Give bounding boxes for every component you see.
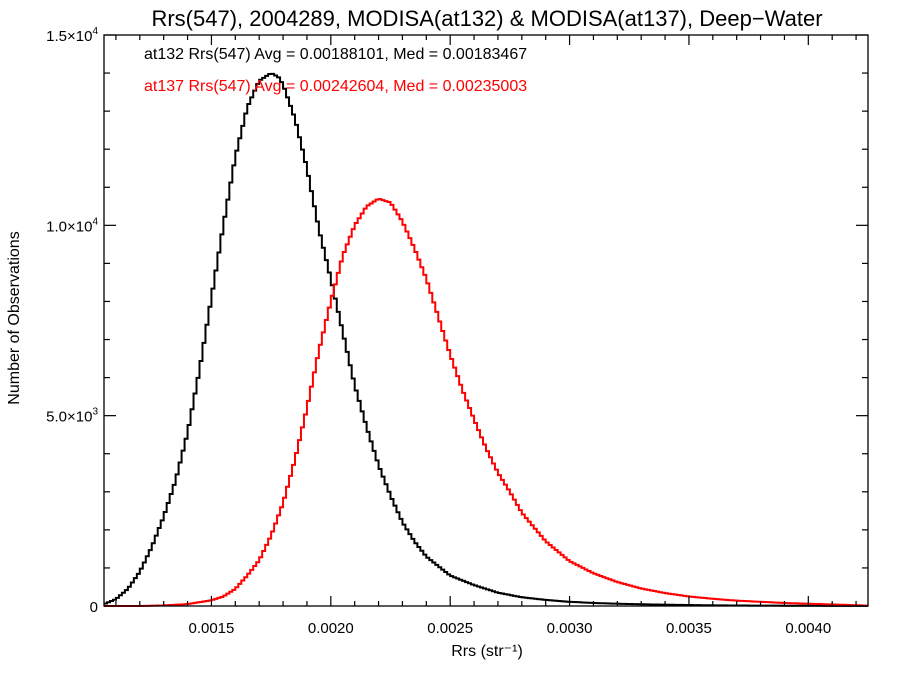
plot-frame bbox=[103, 34, 869, 607]
histogram-series-0 bbox=[104, 72, 868, 607]
y-tick-exponent: 3 bbox=[92, 407, 98, 418]
x-tick-label: 0.0015 bbox=[188, 620, 234, 637]
y-tick-label: 1.5×104 bbox=[46, 26, 98, 45]
x-tick-label: 0.0035 bbox=[666, 620, 712, 637]
y-axis-label: Number of Observations bbox=[6, 231, 23, 404]
stats-annotation-at132: at132 Rrs(547) Avg = 0.00188101, Med = 0… bbox=[144, 46, 527, 63]
y-tick-mantissa: 1.5×10 bbox=[46, 28, 92, 45]
x-tick-label: 0.0020 bbox=[308, 620, 354, 637]
y-tick-exponent: 4 bbox=[92, 216, 98, 227]
y-tick-mantissa: 5.0×10 bbox=[46, 409, 92, 426]
x-tick-label: 0.0030 bbox=[547, 620, 593, 637]
stats-annotation-at137: at137 Rrs(547) Avg = 0.00242604, Med = 0… bbox=[144, 78, 527, 95]
y-tick-mantissa: 0 bbox=[90, 599, 98, 616]
y-tick-label: 0 bbox=[90, 599, 98, 616]
x-tick-label: 0.0040 bbox=[785, 620, 831, 637]
y-tick-label: 1.0×104 bbox=[46, 216, 98, 235]
histogram-series-1 bbox=[104, 198, 868, 607]
chart-title: Rrs(547), 2004289, MODISA(at132) & MODIS… bbox=[151, 6, 822, 31]
y-tick-mantissa: 1.0×10 bbox=[46, 218, 92, 235]
x-axis-label: Rrs (str⁻¹) bbox=[451, 643, 523, 660]
x-tick-label: 0.0025 bbox=[427, 620, 473, 637]
y-tick-label: 5.0×103 bbox=[46, 407, 98, 426]
y-tick-exponent: 4 bbox=[92, 26, 98, 37]
